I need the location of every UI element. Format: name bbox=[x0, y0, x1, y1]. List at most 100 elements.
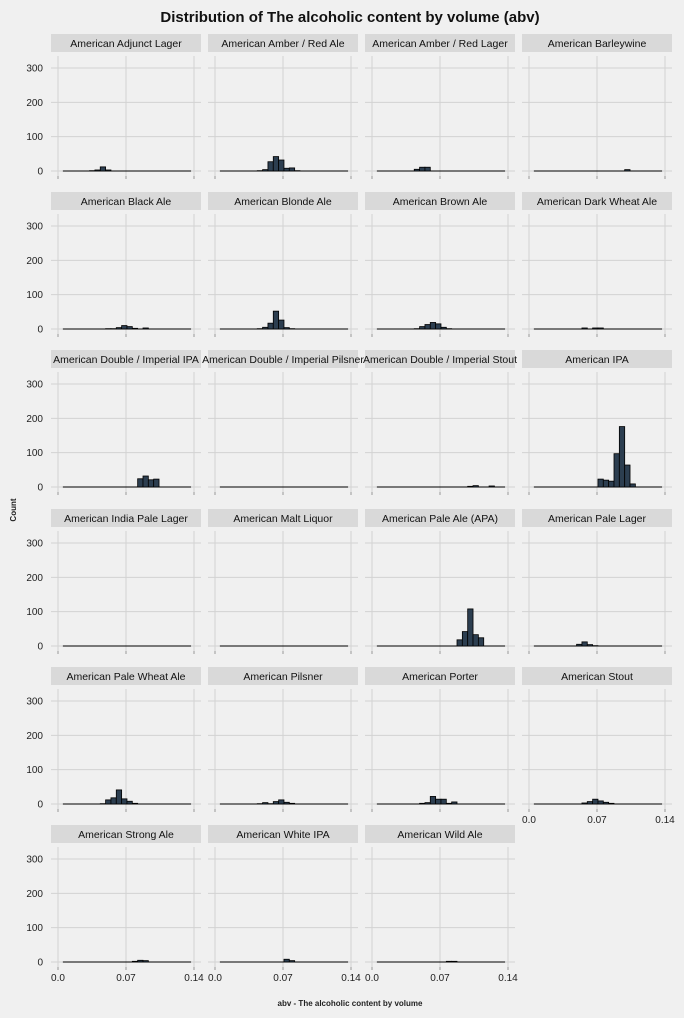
y-tick-label: 300 bbox=[26, 539, 43, 550]
x-tick-label: 0.0 bbox=[51, 973, 65, 984]
facet-panel: American Barleywine bbox=[522, 34, 672, 179]
histogram-bar bbox=[424, 802, 431, 805]
histogram-bar bbox=[267, 161, 274, 172]
y-tick-label: 100 bbox=[26, 132, 43, 143]
histogram-bar bbox=[618, 426, 626, 488]
histogram-bar bbox=[440, 326, 447, 330]
histogram-bar bbox=[424, 166, 431, 172]
histogram-bar bbox=[581, 802, 588, 805]
facet-strip-label: American Malt Liquor bbox=[233, 513, 333, 525]
facet-strip-label: American Barleywine bbox=[548, 38, 647, 50]
facet-strip-label: American Double / Imperial IPA bbox=[53, 354, 199, 366]
y-tick-label: 200 bbox=[26, 256, 43, 267]
histogram-bar bbox=[435, 323, 442, 330]
histogram-bar bbox=[142, 960, 149, 963]
histogram-bar bbox=[440, 798, 447, 805]
y-tick-label: 300 bbox=[26, 64, 43, 75]
histogram-bar bbox=[283, 958, 290, 963]
histogram-bar bbox=[283, 801, 290, 805]
facet-panel: American Malt Liquor bbox=[208, 509, 358, 654]
y-tick-label: 100 bbox=[26, 607, 43, 618]
histogram-bar bbox=[288, 802, 296, 805]
histogram-bar bbox=[602, 479, 610, 488]
facet-strip-label: American Double / Imperial Stout bbox=[363, 354, 517, 366]
x-tick-label: 0.14 bbox=[341, 973, 361, 984]
facet-panel: American Double / Imperial IPA 0 100 200 300 bbox=[26, 350, 201, 495]
facet-strip bbox=[208, 192, 358, 210]
facet-panel: American Double / Imperial Pilsner bbox=[202, 350, 364, 495]
y-tick-label: 0 bbox=[37, 800, 43, 811]
x-tick-label: 0.07 bbox=[587, 815, 607, 826]
facet-panel: American India Pale Lager 0 100 200 300 bbox=[26, 509, 201, 654]
y-tick-label: 0 bbox=[37, 325, 43, 336]
histogram-bar bbox=[419, 802, 426, 805]
histogram-bar bbox=[131, 327, 139, 330]
histogram-bar bbox=[624, 169, 631, 172]
facet-panel: American Dark Wheat Ale bbox=[522, 192, 672, 337]
histogram-bar bbox=[419, 326, 426, 330]
facet-panel: American IPA bbox=[522, 350, 672, 495]
y-tick-label: 200 bbox=[26, 573, 43, 584]
histogram-bar bbox=[278, 319, 285, 330]
x-tick-label: 0.07 bbox=[116, 973, 136, 984]
facet-strip bbox=[365, 825, 515, 843]
histogram-bar bbox=[278, 799, 285, 805]
histogram-bar bbox=[115, 789, 123, 805]
facet-strip bbox=[208, 509, 358, 527]
histogram-bar bbox=[608, 802, 615, 805]
histogram-bar bbox=[576, 643, 583, 647]
histogram-bar bbox=[272, 310, 280, 330]
facet-strip bbox=[208, 667, 358, 685]
facet-strip-label: American Amber / Red Ale bbox=[221, 38, 344, 50]
y-tick-label: 300 bbox=[26, 380, 43, 391]
histogram-bar bbox=[488, 485, 495, 488]
histogram-bar bbox=[467, 608, 474, 647]
histogram-bar bbox=[126, 800, 133, 805]
x-tick-label: 0.07 bbox=[273, 973, 293, 984]
histogram-bar bbox=[142, 327, 149, 330]
histogram-bar bbox=[142, 475, 149, 488]
histogram-bar bbox=[262, 802, 269, 805]
facet-strip bbox=[522, 350, 672, 368]
histogram-bar bbox=[445, 802, 453, 805]
histogram-bar bbox=[477, 637, 485, 647]
facet-strip bbox=[208, 34, 358, 52]
facet-strip-label: American Stout bbox=[561, 671, 633, 683]
histogram-bar bbox=[597, 800, 604, 805]
histogram-bar bbox=[597, 327, 604, 330]
x-tick-label: 0.14 bbox=[655, 815, 675, 826]
y-tick-label: 100 bbox=[26, 765, 43, 776]
facet-panel: American Porter bbox=[365, 667, 515, 812]
histogram-bar bbox=[624, 464, 631, 488]
y-axis-label: Count bbox=[9, 498, 18, 521]
facet-panel: American Amber / Red Lager bbox=[365, 34, 515, 179]
facet-panel: American Adjunct Lager 0 100 200 300 bbox=[26, 34, 201, 179]
histogram-bar bbox=[262, 326, 269, 330]
facet-strip bbox=[51, 667, 201, 685]
y-tick-label: 300 bbox=[26, 855, 43, 866]
facet-strip bbox=[365, 350, 515, 368]
histogram-bar bbox=[105, 169, 112, 172]
facet-panel: American Strong Ale 0 100 200 300 0.0 0.07 0.14 bbox=[26, 825, 204, 984]
facet-strip bbox=[51, 192, 201, 210]
histogram-bar bbox=[472, 634, 479, 647]
y-tick-label: 200 bbox=[26, 731, 43, 742]
facet-strip-label: American Dark Wheat Ale bbox=[537, 196, 657, 208]
y-tick-label: 100 bbox=[26, 923, 43, 934]
histogram-bar bbox=[283, 167, 290, 172]
y-tick-label: 100 bbox=[26, 290, 43, 301]
histogram-bar bbox=[451, 801, 458, 805]
facet-strip bbox=[522, 192, 672, 210]
y-tick-label: 300 bbox=[26, 222, 43, 233]
histogram-bar bbox=[424, 324, 431, 330]
facet-strip-label: American Pale Lager bbox=[548, 513, 647, 525]
facet-panel: American Wild Ale 0.0 0.07 0.14 bbox=[365, 825, 518, 984]
histogram-bar bbox=[105, 799, 112, 805]
facet-strip bbox=[365, 509, 515, 527]
histogram-bar bbox=[288, 960, 296, 963]
facet-strip-label: American Brown Ale bbox=[393, 196, 488, 208]
facet-strip-label: American Adjunct Lager bbox=[70, 38, 182, 50]
facet-strip bbox=[522, 667, 672, 685]
histogram-bar bbox=[586, 644, 594, 647]
